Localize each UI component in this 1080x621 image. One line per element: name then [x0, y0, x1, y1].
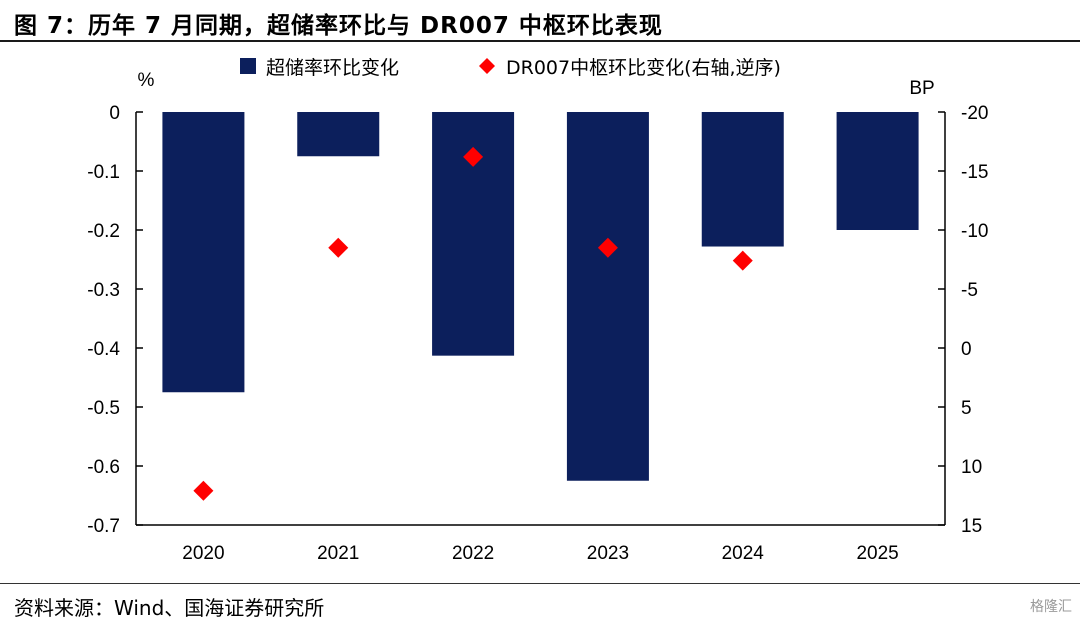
source-note: 资料来源：Wind、国海证券研究所 [14, 596, 325, 620]
right-tick-label: 0 [961, 339, 972, 360]
left-tick-label: -0.2 [87, 221, 120, 242]
left-tick-label: -0.1 [87, 162, 120, 183]
right-tick-label: 5 [961, 398, 972, 419]
right-tick-label: 15 [961, 516, 982, 537]
bar-2023 [566, 112, 649, 481]
x-tick-label: 2022 [452, 543, 494, 564]
left-tick-label: 0 [109, 103, 120, 124]
figure-title: 图 7：历年 7 月同期，超储率环比与 DR007 中枢环比表现 [14, 13, 663, 39]
marker-2023 [597, 237, 618, 258]
legend-bar-label: 超储率环比变化 [266, 57, 399, 79]
title-underline [0, 40, 1080, 42]
x-tick-label: 2020 [182, 543, 224, 564]
left-tick-label: -0.7 [87, 516, 120, 537]
marker-2022 [463, 146, 484, 167]
right-tick-label: -5 [961, 280, 978, 301]
bar-2024 [701, 112, 784, 247]
legend-marker-label: DR007中枢环比变化(右轴,逆序) [506, 57, 781, 79]
right-axis-unit-label: BP [909, 78, 934, 99]
marker-2021 [328, 237, 349, 258]
right-tick-label: -20 [961, 103, 988, 124]
left-tick-label: -0.5 [87, 398, 120, 419]
left-axis-unit-label: % [138, 70, 155, 91]
legend-marker-swatch [479, 58, 495, 74]
bar-2021 [297, 112, 380, 157]
left-tick-label: -0.4 [87, 339, 120, 360]
x-tick-label: 2025 [856, 543, 898, 564]
right-tick-label: -15 [961, 162, 988, 183]
legend-bar-swatch [240, 58, 256, 74]
right-tick-label: -10 [961, 221, 988, 242]
watermark-logo: 格隆汇 [1030, 599, 1072, 615]
right-tick-label: 10 [961, 457, 982, 478]
bar-2020 [162, 112, 245, 393]
x-tick-label: 2021 [317, 543, 359, 564]
left-tick-label: -0.3 [87, 280, 120, 301]
source-divider [0, 583, 1080, 584]
chart: 0 -0.1 -0.2 -0.3 -0.4 -0.5 -0.6 -0.7 -20 -15 -10 -5… [87, 57, 988, 564]
x-tick-label: 2024 [722, 543, 765, 564]
left-tick-label: -0.6 [87, 457, 120, 478]
marker-2024 [732, 250, 753, 271]
marker-2020 [193, 480, 214, 501]
x-tick-label: 2023 [587, 543, 629, 564]
bar-2025 [836, 112, 919, 230]
